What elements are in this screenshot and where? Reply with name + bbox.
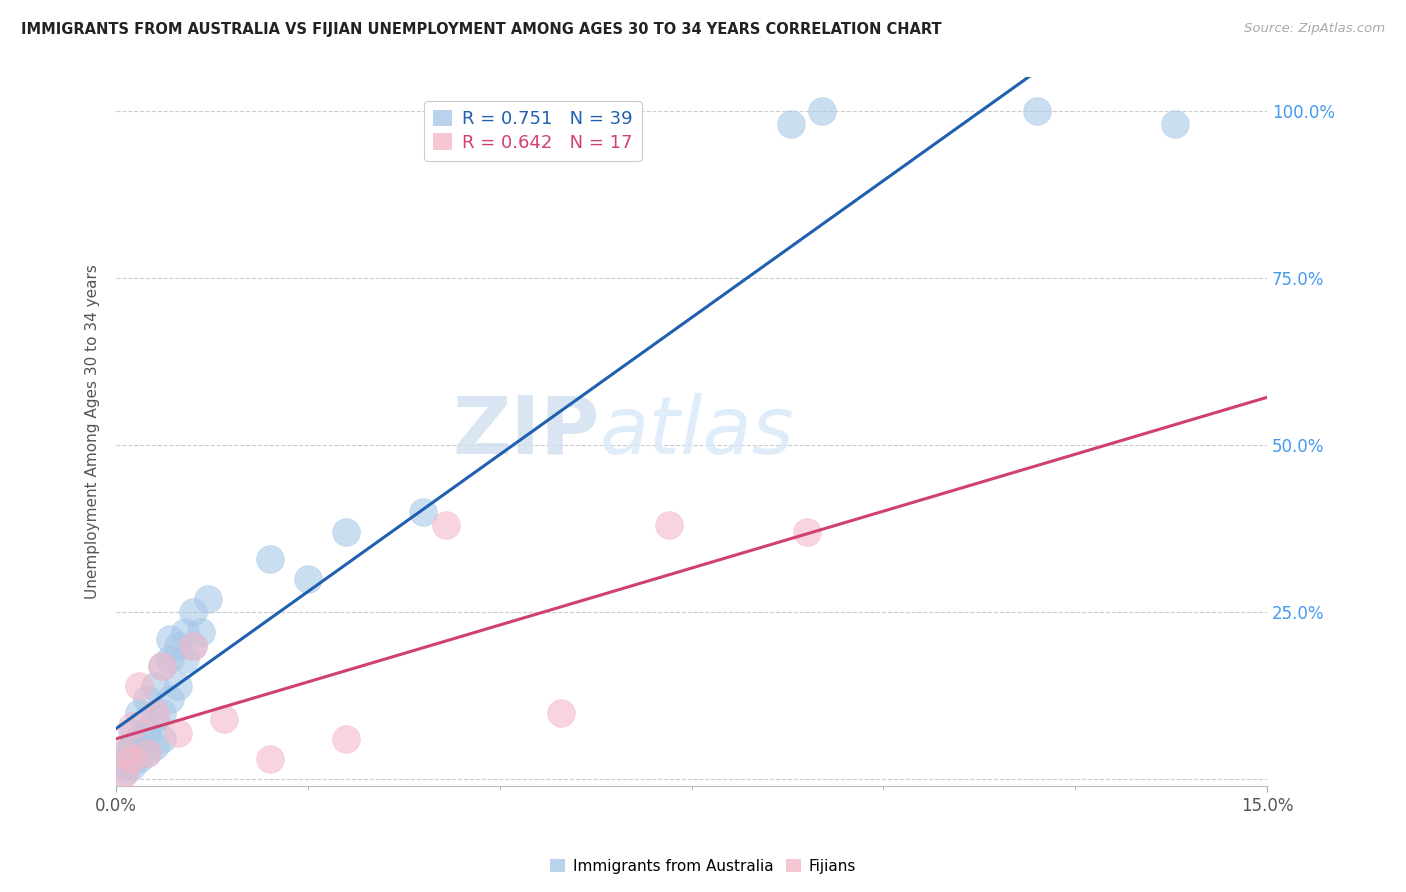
Point	[181, 639, 204, 653]
Point	[297, 572, 319, 586]
Point	[150, 732, 173, 747]
Point	[259, 551, 281, 566]
Point	[150, 658, 173, 673]
Point	[112, 746, 135, 760]
Point	[112, 759, 135, 773]
Text: Source: ZipAtlas.com: Source: ZipAtlas.com	[1244, 22, 1385, 36]
Point	[112, 746, 135, 760]
Point	[128, 732, 150, 747]
Point	[136, 746, 159, 760]
Point	[136, 692, 159, 706]
Point	[128, 679, 150, 693]
Point	[121, 725, 143, 739]
Point	[121, 752, 143, 766]
Text: ZIP: ZIP	[453, 392, 599, 471]
Point	[136, 746, 159, 760]
Point	[335, 525, 357, 540]
Point	[128, 752, 150, 766]
Point	[143, 739, 166, 753]
Point	[259, 752, 281, 766]
Point	[112, 765, 135, 780]
Legend: R = 0.751   N = 39, R = 0.642   N = 17: R = 0.751 N = 39, R = 0.642 N = 17	[425, 101, 643, 161]
Point	[112, 765, 135, 780]
Point	[181, 639, 204, 653]
Point	[121, 759, 143, 773]
Point	[181, 605, 204, 619]
Point	[1025, 103, 1047, 118]
Text: atlas: atlas	[599, 392, 794, 471]
Point	[166, 725, 188, 739]
Point	[780, 117, 803, 131]
Point	[166, 679, 188, 693]
Point	[434, 518, 457, 533]
Point	[197, 591, 219, 606]
Point	[121, 719, 143, 733]
Point	[121, 752, 143, 766]
Point	[159, 632, 181, 646]
Point	[190, 625, 212, 640]
Point	[658, 518, 681, 533]
Point	[121, 739, 143, 753]
Point	[112, 752, 135, 766]
Point	[150, 706, 173, 720]
Y-axis label: Unemployment Among Ages 30 to 34 years: Unemployment Among Ages 30 to 34 years	[86, 264, 100, 599]
Point	[174, 652, 197, 666]
Point	[1164, 117, 1187, 131]
Point	[150, 658, 173, 673]
Point	[159, 692, 181, 706]
Text: IMMIGRANTS FROM AUSTRALIA VS FIJIAN UNEMPLOYMENT AMONG AGES 30 TO 34 YEARS CORRE: IMMIGRANTS FROM AUSTRALIA VS FIJIAN UNEM…	[21, 22, 942, 37]
Point	[335, 732, 357, 747]
Point	[128, 706, 150, 720]
Point	[550, 706, 572, 720]
Point	[412, 505, 434, 519]
Point	[796, 525, 818, 540]
Point	[166, 639, 188, 653]
Point	[143, 679, 166, 693]
Point	[143, 706, 166, 720]
Point	[811, 103, 834, 118]
Point	[159, 652, 181, 666]
Point	[174, 625, 197, 640]
Point	[136, 725, 159, 739]
Legend: Immigrants from Australia, Fijians: Immigrants from Australia, Fijians	[544, 853, 862, 880]
Point	[212, 712, 235, 726]
Point	[143, 712, 166, 726]
